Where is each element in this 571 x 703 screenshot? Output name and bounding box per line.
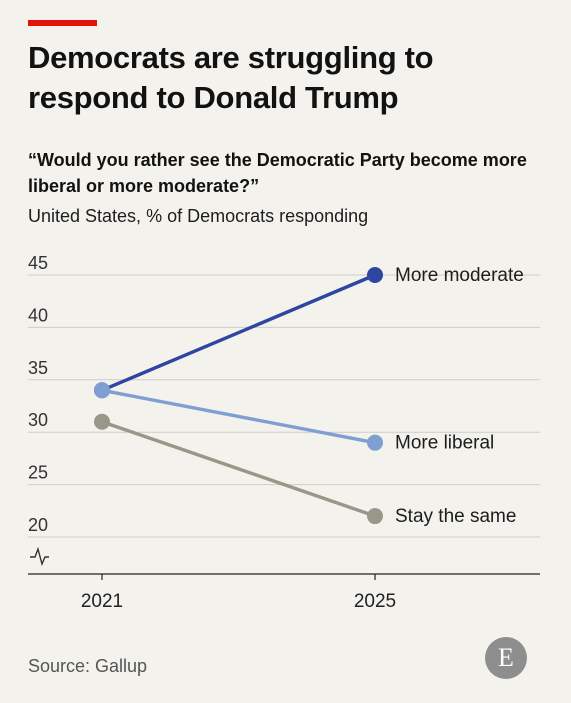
series-label-more-moderate: More moderate <box>395 265 524 286</box>
data-point-stay-the-same <box>94 413 110 430</box>
y-tick-label: 40 <box>28 305 48 325</box>
chart-title: Democrats are struggling to respond to D… <box>28 40 434 115</box>
x-tick-label: 2025 <box>354 591 396 612</box>
chart-subtitle: “Would you rather see the Democratic Par… <box>28 150 527 196</box>
accent-bar <box>28 20 97 26</box>
series-label-stay-the-same: Stay the same <box>395 506 516 527</box>
y-tick-label: 35 <box>28 358 48 378</box>
series-label-more-liberal: More liberal <box>395 433 494 454</box>
series-line-more-liberal <box>100 388 377 445</box>
series-line-stay-the-same <box>100 420 377 518</box>
y-tick-label: 25 <box>28 463 48 483</box>
data-point-more-liberal <box>367 434 383 451</box>
data-point-more-moderate <box>367 267 383 283</box>
data-point-more-liberal <box>94 382 110 399</box>
data-point-stay-the-same <box>367 508 383 525</box>
line-chart: 45 40 35 30 25 20 2021 2025 More moderate More li… <box>28 253 540 612</box>
series-line-more-moderate <box>100 273 377 392</box>
economist-logo: E <box>485 637 527 679</box>
y-tick-label: 45 <box>28 253 48 273</box>
x-tick-label: 2021 <box>81 591 123 612</box>
y-tick-label: 30 <box>28 410 48 430</box>
source-note: Source: Gallup <box>28 656 148 676</box>
y-tick-label: 20 <box>28 515 48 535</box>
chart-description: United States, % of Democrats responding <box>28 206 369 226</box>
axis-break-icon <box>30 546 49 567</box>
